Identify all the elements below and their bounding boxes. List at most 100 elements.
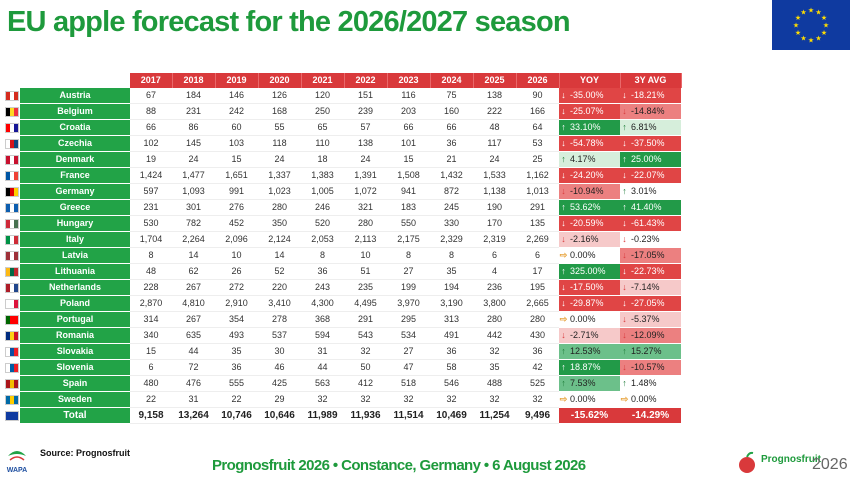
country-flag-icon [4, 104, 20, 120]
volume-cell: 138 [473, 88, 516, 104]
col-header-3y-avg: 3Y AVG [620, 73, 682, 88]
table-row: Denmark 19 24 15 24 18 24 15 21 24 25 ↑ 4.17% ↑ 25.00% [4, 151, 681, 168]
yoy-cell: ↓ -10.94% [559, 183, 620, 200]
percent-value: -35.00% [570, 90, 604, 100]
volume-cell: 276 [215, 199, 258, 216]
volume-cell: 8 [130, 247, 172, 264]
volume-cell: 55 [258, 119, 301, 136]
country-flag-icon [4, 344, 20, 360]
flag-swatch [5, 378, 19, 389]
wapa-label: WAPA [7, 467, 27, 474]
volume-cell: 86 [172, 119, 215, 136]
country-name: Italy [20, 231, 130, 248]
volume-cell: 58 [430, 359, 473, 376]
footer-text: Prognosfruit 2026 • Constance, Germany •… [212, 457, 586, 474]
table-row: Czechia 102 145 103 118 110 138 101 36 117 53 ↓ -54.… [4, 135, 681, 152]
flag-swatch [5, 346, 19, 357]
volume-cell: 66 [430, 119, 473, 136]
yoy-cell: ↑ 4.17% [559, 151, 620, 168]
volume-cell: 102 [130, 135, 172, 152]
percent-value: -10.57% [631, 362, 665, 372]
volume-cell: 151 [344, 88, 387, 104]
volume-cell: 24 [473, 151, 516, 168]
arrow-up-icon: ↑ [622, 122, 627, 132]
volume-cell: 1,383 [301, 167, 344, 184]
avg-cell: ↓ -5.37% [620, 311, 681, 328]
col-header: 2020 [258, 73, 302, 88]
volume-cell: 1,013 [516, 183, 559, 200]
volume-cell: 126 [258, 88, 301, 104]
volume-cell: 17 [516, 263, 559, 280]
volume-cell: 75 [430, 88, 473, 104]
flag-swatch [5, 122, 19, 133]
volume-cell: 26 [215, 263, 258, 280]
col-header: 2019 [215, 73, 259, 88]
volume-cell: 138 [344, 135, 387, 152]
volume-cell: 3,190 [430, 295, 473, 312]
volume-cell: 280 [516, 311, 559, 328]
volume-cell: 48 [473, 119, 516, 136]
table-row: Austria 67 184 146 126 120 151 116 75 138 90 ↓ -35.0… [4, 88, 681, 104]
country-flag-icon [4, 120, 20, 136]
volume-cell: 10 [344, 247, 387, 264]
volume-cell: 2,124 [258, 231, 301, 248]
volume-cell: 425 [258, 375, 301, 392]
volume-cell: 146 [215, 88, 258, 104]
volume-cell: 2,096 [215, 231, 258, 248]
country-name: Sweden [20, 391, 130, 408]
arrow-down-icon: ↓ [622, 362, 627, 372]
country-flag-icon [4, 296, 20, 312]
country-flag-icon [4, 328, 20, 344]
yoy-cell: ↓ -54.78% [559, 135, 620, 152]
percent-value: 0.00% [570, 394, 596, 404]
country-name: Latvia [20, 247, 130, 264]
percent-value: 33.10% [570, 122, 601, 132]
avg-cell: ⇨ 0.00% [620, 391, 681, 408]
volume-cell: 1,005 [301, 183, 344, 200]
percent-value: -25.07% [570, 106, 604, 116]
flag-swatch [5, 362, 19, 373]
flag-swatch [5, 282, 19, 293]
col-header: 2024 [430, 73, 474, 88]
volume-cell: 220 [258, 279, 301, 296]
avg-cell: ↑ 1.48% [620, 375, 681, 392]
arrow-down-icon: ↓ [561, 330, 566, 340]
eu-star-icon: ★ [795, 29, 801, 37]
volume-cell: 245 [430, 199, 473, 216]
table-row: Lithuania 48 62 26 52 36 51 27 35 4 17 ↑ 325.00% ↓ -22… [4, 263, 681, 280]
table-row: Hungary 530 782 452 350 520 280 550 330 170 135 ↓ -2… [4, 215, 681, 232]
arrow-up-icon: ↑ [561, 266, 566, 276]
country-name: Poland [20, 295, 130, 312]
country-name: Slovenia [20, 359, 130, 376]
percent-value: -12.09% [631, 330, 665, 340]
total-cell: 11,936 [344, 407, 387, 424]
page-title: EU apple forecast for the 2026/2027 seas… [7, 6, 571, 38]
volume-cell: 231 [130, 199, 172, 216]
percent-value: -22.73% [631, 266, 665, 276]
avg-cell: ↑ 25.00% [620, 151, 681, 168]
volume-cell: 194 [430, 279, 473, 296]
avg-cell: ↓ -61.43% [620, 215, 681, 232]
arrow-up-icon: ↑ [561, 154, 566, 164]
avg-cell: ↓ -0.23% [620, 231, 681, 248]
percent-value: -0.23% [631, 234, 660, 244]
arrow-up-icon: ↑ [561, 362, 566, 372]
country-name: France [20, 167, 130, 184]
percent-value: 6.81% [631, 122, 657, 132]
arrow-down-icon: ↓ [561, 170, 566, 180]
yoy-cell: ↑ 7.53% [559, 375, 620, 392]
table-row: Croatia 66 86 60 55 65 57 66 66 48 64 ↑ 33.10% ↑ 6.81% [4, 119, 681, 136]
flag-swatch [5, 170, 19, 181]
volume-cell: 555 [215, 375, 258, 392]
percent-value: 53.62% [570, 202, 601, 212]
volume-cell: 21 [430, 151, 473, 168]
volume-cell: 488 [473, 375, 516, 392]
country-name: Greece [20, 199, 130, 216]
volume-cell: 941 [387, 183, 430, 200]
volume-cell: 272 [215, 279, 258, 296]
volume-cell: 278 [258, 311, 301, 328]
volume-cell: 3,800 [473, 295, 516, 312]
arrow-down-icon: ↓ [561, 218, 566, 228]
volume-cell: 231 [172, 103, 215, 120]
arrow-down-icon: ↓ [622, 170, 627, 180]
